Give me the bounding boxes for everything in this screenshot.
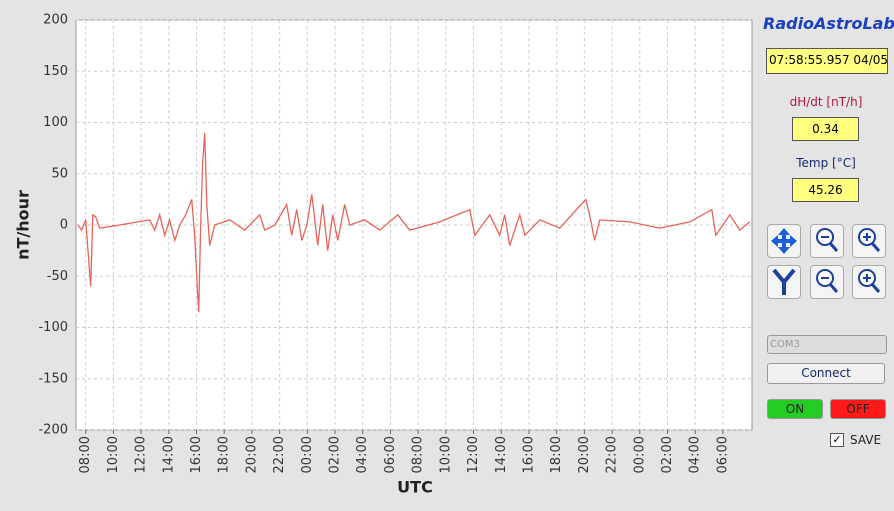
y-tick-label: -100 [38,320,68,335]
datetime: 07:58:55.957 04/05/2 [766,48,888,74]
x-tick-label: 02:00 [660,436,675,473]
x-tick-label: 18:00 [217,436,232,473]
zoom-out-y-button[interactable] [810,224,844,258]
x-tick-label: 12:00 [134,436,149,473]
x-tick-label: 04:00 [355,436,370,473]
zoom-in-x-button[interactable] [852,265,886,299]
x-tick-label: 22:00 [272,436,287,473]
x-tick-label: 08:00 [78,436,93,473]
logo: RadioAstroLab [763,14,894,33]
y-tick-label: 200 [43,13,68,28]
dhdt-label: dH/dt [nT/h] [789,95,863,109]
x-tick-label: 14:00 [494,436,509,473]
x-tick-label: 20:00 [244,436,259,473]
connect-button[interactable]: Connect [767,363,885,384]
x-tick-label: 10:00 [106,436,121,473]
y-tick-label: 50 [51,166,68,181]
zoom-in-y-button[interactable] [852,224,886,258]
x-tick-label: 22:00 [605,436,620,473]
y-tick-label: -50 [47,269,68,284]
temp-label: Temp [°C] [796,156,856,170]
x-tick-label: 10:00 [438,436,453,473]
x-tick-label: 12:00 [466,436,481,473]
x-tick-label: 02:00 [328,436,343,473]
save-checkbox[interactable]: ✓ [830,433,844,447]
y-tick-label: -200 [38,423,68,438]
x-axis-label: UTC [397,478,433,497]
x-tick-label: 16:00 [189,436,204,473]
x-tick-label: 00:00 [632,436,647,473]
x-tick-label: 14:00 [161,436,176,473]
x-tick-label: 06:00 [383,436,398,473]
data-line [77,132,751,313]
x-tick-label: 16:00 [521,436,536,473]
temp-value: 45.26 [792,178,859,202]
y-tick-label: 0 [60,218,68,233]
y-axis-label: nT/hour [14,190,33,260]
zoom-out-x-button[interactable] [810,265,844,299]
dhdt-value: 0.34 [792,117,859,141]
y-zero-button[interactable] [767,265,801,299]
x-tick-label: 08:00 [411,436,426,473]
port-dropdown[interactable]: COM3 [767,335,887,354]
y-tick-label: 150 [43,64,68,79]
off-button[interactable]: OFF [830,399,886,419]
x-tick-label: 06:00 [715,436,730,473]
y-tick-label: -150 [38,371,68,386]
x-tick-label: 18:00 [549,436,564,473]
on-button[interactable]: ON [767,399,823,419]
x-tick-label: 20:00 [577,436,592,473]
save-label: SAVE [850,433,882,447]
x-tick-label: 04:00 [688,436,703,473]
y-tick-label: 100 [43,115,68,130]
pan-button[interactable] [767,224,801,258]
x-tick-label: 00:00 [300,436,315,473]
